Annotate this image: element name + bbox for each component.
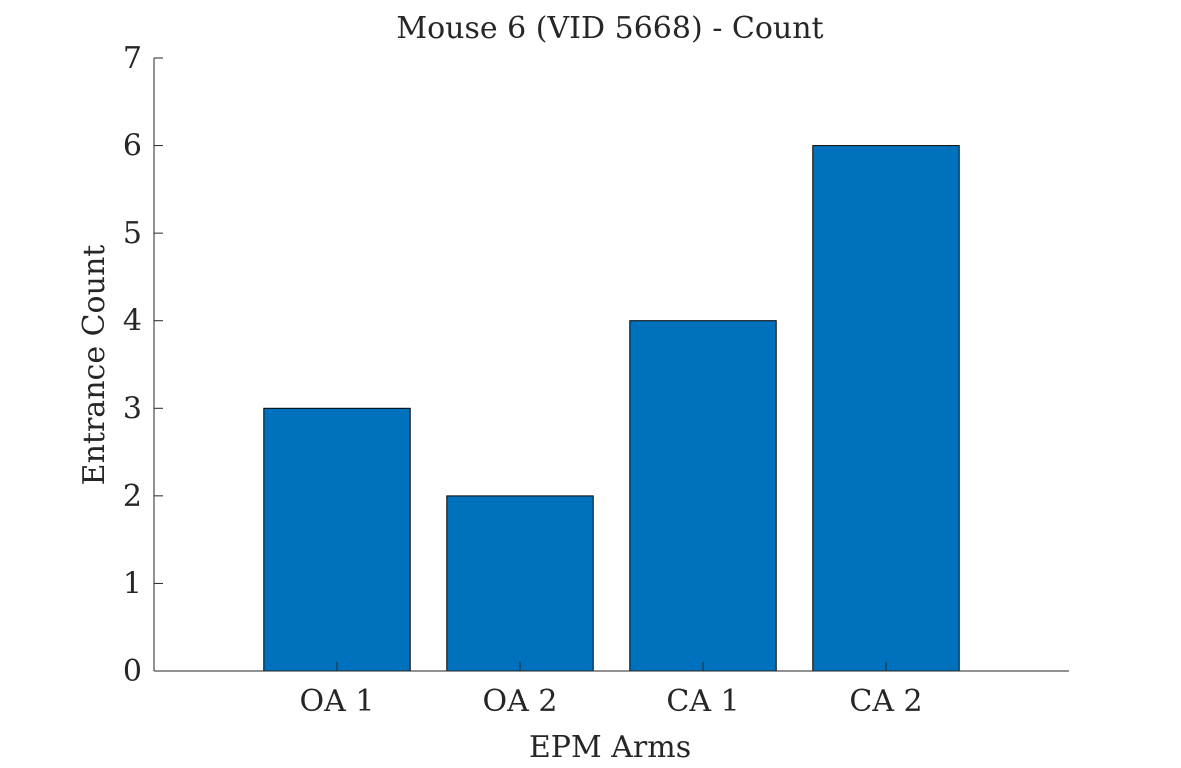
y-tick-label: 5 [123,216,142,251]
y-axis-title: Entrance Count [77,245,112,486]
bar-oa-1 [263,407,411,672]
x-tick-label: CA 1 [666,684,739,719]
bar-ca-1 [629,320,777,672]
chart-title: Mouse 6 (VID 5668) - Count [396,11,823,46]
x-tick-label: OA 1 [300,684,375,719]
y-tick-label: 1 [123,566,142,601]
y-axis: 0 1 2 3 4 5 6 7 [123,41,163,689]
y-tick-label: 4 [123,304,142,339]
x-axis: OA 1 OA 2 CA 1 CA 2 [154,662,1069,719]
bar-oa-2 [446,495,594,672]
y-tick-label: 7 [123,41,142,76]
bar-ca-2 [812,145,960,672]
x-axis-title: EPM Arms [529,730,691,765]
x-tick-label: CA 2 [849,684,922,719]
bars-group [263,145,960,672]
y-tick-label: 3 [123,391,142,426]
y-tick-label: 2 [123,479,142,514]
y-tick-label: 0 [123,654,142,689]
y-tick-label: 6 [123,129,142,164]
x-tick-label: OA 2 [483,684,558,719]
